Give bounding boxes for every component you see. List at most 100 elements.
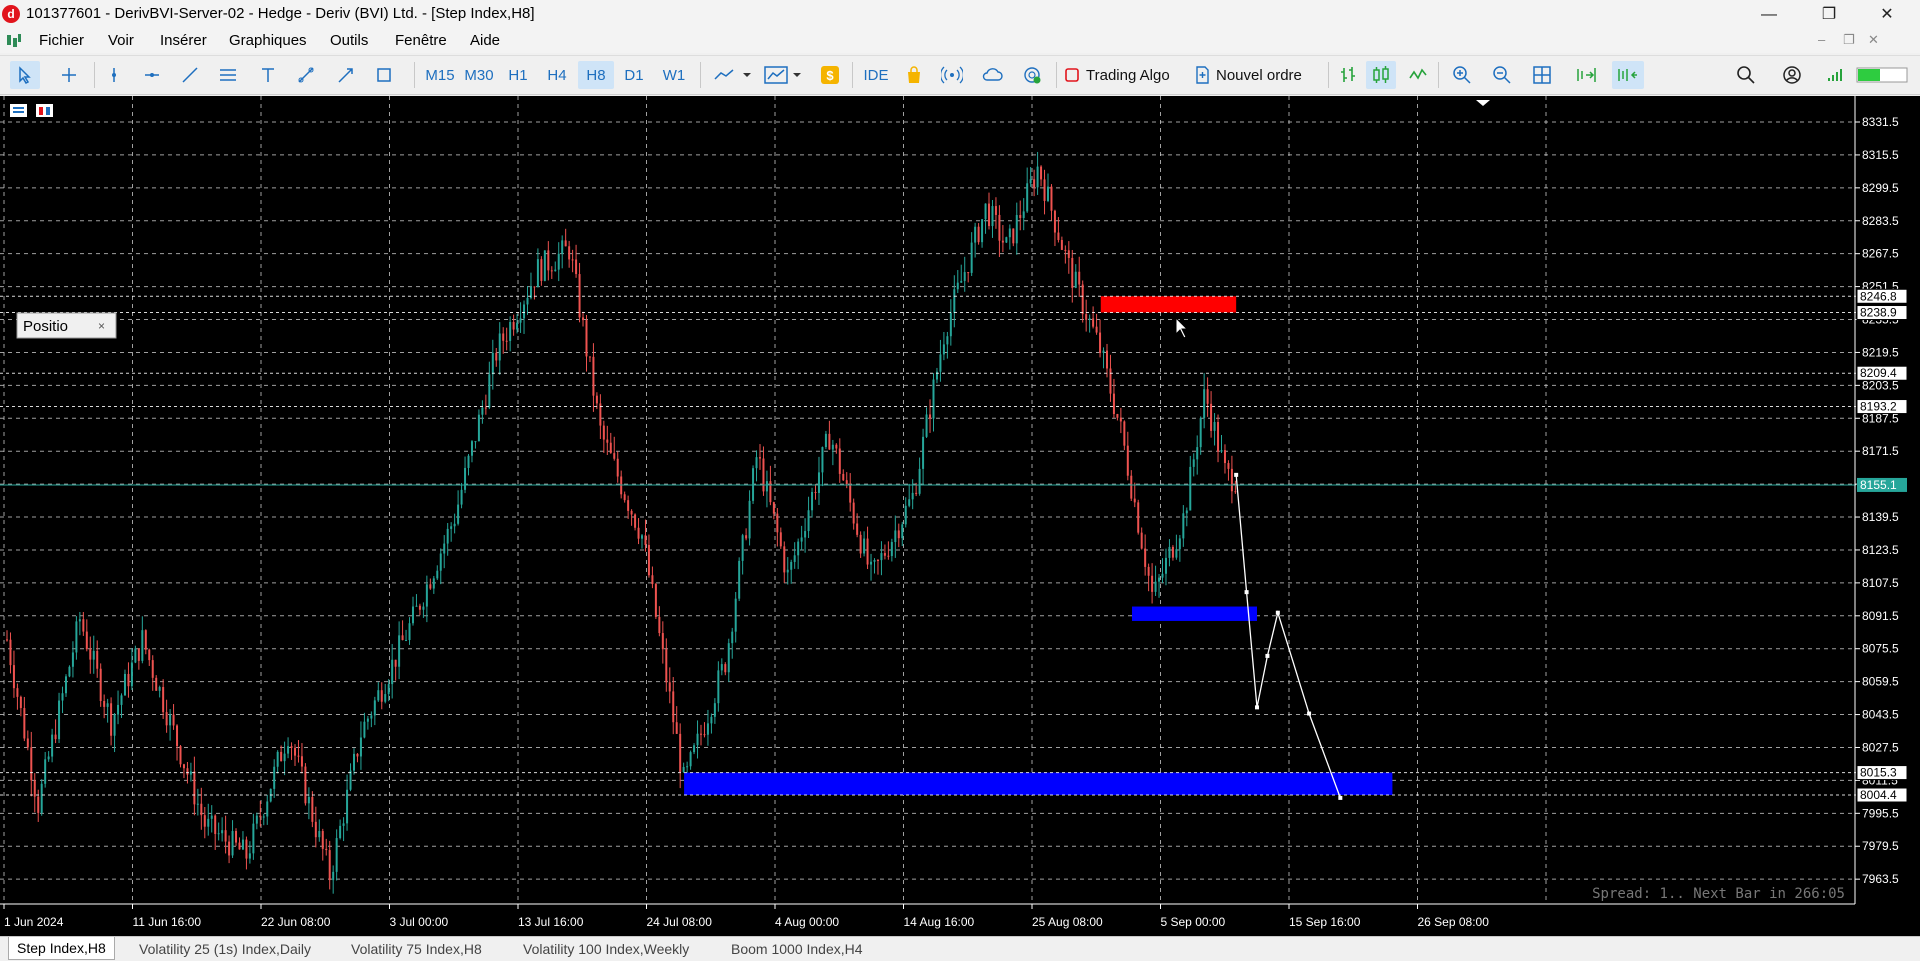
indicators-dropdown[interactable] bbox=[760, 61, 810, 89]
candle-bullish bbox=[1175, 549, 1178, 558]
candle-bearish bbox=[602, 425, 605, 440]
candle-bullish bbox=[984, 203, 987, 220]
restore-button[interactable]: ❐ bbox=[1821, 6, 1837, 23]
search-button[interactable] bbox=[1732, 61, 1760, 89]
timeframe-h4[interactable]: H4 bbox=[547, 66, 567, 84]
timeframe-h8[interactable]: H8 bbox=[578, 61, 614, 89]
price-chart[interactable]: 8331.58315.58299.58283.58267.58251.58235… bbox=[0, 96, 1920, 936]
candle-bullish bbox=[953, 289, 956, 313]
trendline-button[interactable] bbox=[176, 61, 204, 89]
tile-windows-button[interactable] bbox=[1528, 61, 1556, 89]
child-restore-icon[interactable]: ❐ bbox=[1843, 32, 1855, 47]
menu-bar: Fichier Voir Insérer Graphiques Outils F… bbox=[0, 29, 1920, 53]
candle-bearish bbox=[658, 616, 661, 634]
candle-bearish bbox=[1071, 257, 1074, 288]
candle-bearish bbox=[897, 530, 900, 539]
projection-point bbox=[1244, 590, 1249, 595]
new-order-button[interactable]: Nouvel ordre bbox=[1194, 61, 1322, 89]
candle-bearish bbox=[203, 815, 206, 827]
crosshair-tool-button[interactable] bbox=[55, 61, 83, 89]
line-chart-icon bbox=[714, 69, 751, 80]
timeframe-w1[interactable]: W1 bbox=[662, 66, 686, 84]
timeframe-m15[interactable]: M15 bbox=[425, 66, 455, 84]
positions-panel-close-icon[interactable]: × bbox=[98, 319, 105, 333]
equidistant-channel-button[interactable] bbox=[214, 61, 242, 89]
chart-type-dropdown[interactable] bbox=[710, 61, 756, 89]
minimize-button[interactable]: — bbox=[1761, 6, 1777, 23]
candle-bullish bbox=[134, 648, 137, 663]
candle-bullish bbox=[439, 553, 442, 571]
candle-bearish bbox=[54, 734, 57, 740]
candle-bullish bbox=[58, 700, 61, 740]
candle-bearish bbox=[1133, 498, 1136, 503]
candle-bearish bbox=[550, 270, 553, 272]
candle-bearish bbox=[783, 546, 786, 573]
vps-button[interactable] bbox=[978, 61, 1006, 89]
child-minimize-icon[interactable]: – bbox=[1818, 32, 1826, 47]
zoom-out-button[interactable] bbox=[1488, 61, 1516, 89]
menu-outils[interactable]: Outils bbox=[330, 32, 369, 49]
candle-bullish bbox=[370, 715, 373, 719]
menu-aide[interactable]: Aide bbox=[470, 32, 501, 49]
autoscroll-icon bbox=[1577, 68, 1596, 82]
ide-button[interactable]: IDE bbox=[863, 66, 889, 84]
tab-volatility-25[interactable]: Volatility 25 (1s) Index,Daily bbox=[139, 941, 311, 957]
candle-bullish bbox=[457, 504, 460, 524]
candle-bullish bbox=[248, 853, 251, 859]
candle-bullish bbox=[221, 830, 224, 834]
candle-bearish bbox=[259, 815, 262, 818]
candle-bearish bbox=[627, 500, 630, 511]
market-button[interactable]: $ bbox=[816, 61, 844, 89]
candle-bullish bbox=[765, 481, 768, 492]
price-tick-label: 8315.5 bbox=[1862, 148, 1899, 162]
zoom-in-button[interactable] bbox=[1448, 61, 1476, 89]
candle-bearish bbox=[110, 703, 113, 736]
account-button[interactable] bbox=[1778, 61, 1806, 89]
tab-step-index-h8[interactable]: Step Index,H8 bbox=[8, 937, 115, 960]
chart-shift-button[interactable] bbox=[1612, 61, 1644, 89]
text-tool-button[interactable] bbox=[254, 61, 282, 89]
candle-bullish bbox=[696, 733, 699, 746]
menu-fichier[interactable]: Fichier bbox=[39, 32, 85, 49]
timeframe-d1[interactable]: D1 bbox=[624, 66, 644, 84]
timeframe-m30[interactable]: M30 bbox=[464, 66, 494, 84]
horizontal-line-button[interactable] bbox=[138, 61, 166, 89]
candle-bearish bbox=[977, 226, 980, 243]
menu-voir[interactable]: Voir bbox=[108, 32, 134, 49]
close-button[interactable]: ✕ bbox=[1880, 6, 1894, 23]
community-button[interactable] bbox=[1018, 61, 1046, 89]
price-tick-label: 8219.5 bbox=[1862, 345, 1899, 359]
signals-button[interactable] bbox=[938, 61, 966, 89]
market-bag-button[interactable] bbox=[900, 61, 928, 89]
candle-bullish bbox=[894, 530, 897, 543]
shapes-button[interactable] bbox=[370, 61, 398, 89]
tab-boom-1000[interactable]: Boom 1000 Index,H4 bbox=[731, 941, 863, 957]
cursor-tool-button[interactable] bbox=[10, 61, 40, 89]
candlestick-chart-button[interactable] bbox=[1366, 61, 1396, 89]
line-chart-button[interactable] bbox=[1404, 61, 1432, 89]
candlestick-chart-canvas[interactable]: 8331.58315.58299.58283.58267.58251.58235… bbox=[0, 96, 1920, 936]
timeframe-h1[interactable]: H1 bbox=[508, 66, 528, 84]
menu-graphiques[interactable]: Graphiques bbox=[229, 32, 307, 49]
candle-bullish bbox=[557, 253, 560, 270]
fibonacci-button[interactable] bbox=[292, 61, 320, 89]
time-tick-label: 26 Sep 08:00 bbox=[1418, 915, 1490, 929]
price-level-label: 8238.9 bbox=[1860, 306, 1897, 320]
tab-volatility-75[interactable]: Volatility 75 Index,H8 bbox=[351, 941, 482, 957]
candle-bullish bbox=[904, 505, 907, 525]
tab-volatility-100[interactable]: Volatility 100 Index,Weekly bbox=[523, 941, 690, 957]
bar-chart-button[interactable] bbox=[1334, 61, 1362, 89]
trading-algo-button[interactable]: Trading Algo bbox=[1064, 61, 1184, 89]
menu-fenetre[interactable]: Fenêtre bbox=[395, 32, 447, 49]
autoscroll-button[interactable] bbox=[1572, 61, 1600, 89]
candle-bearish bbox=[630, 510, 633, 515]
candle-bearish bbox=[634, 514, 637, 528]
candle-bullish bbox=[481, 407, 484, 415]
vertical-line-button[interactable] bbox=[100, 61, 128, 89]
price-level-label: 8155.1 bbox=[1860, 478, 1897, 492]
child-close-icon[interactable]: ✕ bbox=[1868, 32, 1879, 47]
menu-inserer[interactable]: Insérer bbox=[160, 32, 207, 49]
arrow-tool-button[interactable] bbox=[332, 61, 360, 89]
candle-bullish bbox=[241, 839, 244, 850]
candle-bearish bbox=[779, 532, 782, 547]
